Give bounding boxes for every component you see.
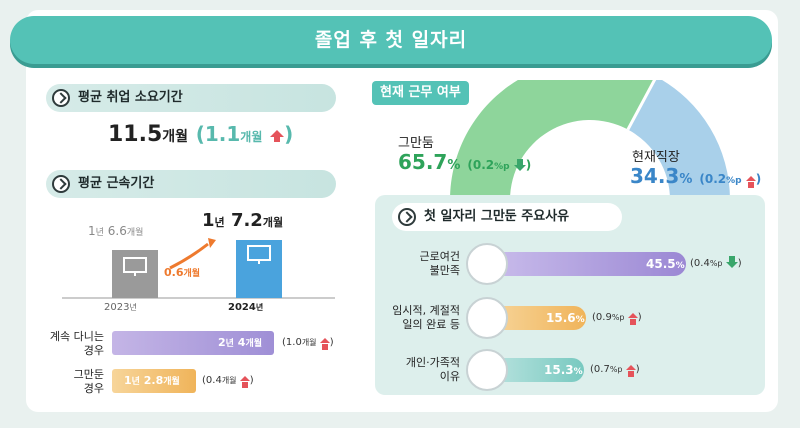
stay-row1-bar <box>112 331 274 355</box>
down-arrow-icon <box>513 159 526 171</box>
avg-time-value-line: 11.5개월 (1.1개월 ) <box>108 122 294 147</box>
tenure-2023-value: 1년 6.6개월 <box>88 224 144 238</box>
reasons-label: 첫 일자리 그만둔 주요사유 <box>424 209 570 224</box>
tenure-label: 평균 근속기간 <box>78 176 155 191</box>
title-banner: 졸업 후 첫 일자리 <box>10 16 772 64</box>
reason-1-delta: (0.4%p ) <box>690 256 742 269</box>
stay-row1-value: 2년 4개월 <box>218 336 262 349</box>
growth-arrow-icon <box>169 242 209 270</box>
status-left-label: 그만둠 <box>398 136 434 151</box>
up-arrow-icon <box>319 338 330 350</box>
stay-row2-bar <box>112 369 196 393</box>
status-label: 현재 근무 여부 <box>372 81 469 105</box>
tenure-year-2023: 2023년 <box>104 302 137 313</box>
page-title: 졸업 후 첫 일자리 <box>314 29 468 51</box>
down-arrow-icon <box>725 256 738 268</box>
house-icon <box>466 349 508 391</box>
reason-1-value: 45.5% <box>646 257 685 271</box>
up-arrow-icon <box>627 313 638 325</box>
monitor-icon <box>247 245 271 264</box>
reason-1-bar <box>490 252 686 276</box>
reason-2-value: 15.6% <box>546 311 585 325</box>
up-arrow-icon <box>239 376 250 388</box>
growth-arrow-head-icon <box>208 238 216 248</box>
status-right-label: 현재직장 <box>632 150 680 165</box>
avg-time-delta-value: 1.1 <box>204 122 241 146</box>
tenure-header: 평균 근속기간 <box>46 170 336 198</box>
up-arrow-icon <box>270 130 285 142</box>
stay-row2-label: 그만둔 경우 <box>73 368 104 395</box>
status-right-value-line: 34.3% (0.2%p ) <box>630 164 762 188</box>
avg-time-label: 평균 취업 소요기간 <box>78 90 183 105</box>
reason-3-delta: (0.7%p ) <box>590 364 640 377</box>
reason-3-label: 개인·가족적 이유 <box>405 356 460 383</box>
up-arrow-icon <box>745 176 756 188</box>
stay-row1-label: 계속 다니는 경우 <box>49 330 104 357</box>
chevron-right-icon <box>52 89 70 107</box>
chevron-right-icon <box>398 208 416 226</box>
status-donut-chart <box>450 80 730 200</box>
tenure-bar-2024 <box>236 240 282 298</box>
avg-time-delta-unit: 개월 <box>240 130 263 144</box>
reason-2-label: 임시적, 계절적 일의 완료 등 <box>392 304 460 331</box>
reason-3-value: 15.3% <box>544 363 583 377</box>
tenure-growth: 0.6개월 <box>164 266 201 279</box>
stay-row1-delta: (1.0개월 ) <box>282 337 334 350</box>
avg-time-delta: (1.1개월 <box>195 122 263 146</box>
stay-row2-delta: (0.4개월 ) <box>202 375 254 388</box>
up-arrow-icon <box>625 365 636 377</box>
status-left-value-line: 65.7% (0.2%p ) <box>398 150 532 174</box>
tenure-chart <box>62 238 335 299</box>
donut-slice-quit <box>450 80 655 200</box>
avg-time-header: 평균 취업 소요기간 <box>46 84 336 112</box>
avg-time-unit: 개월 <box>162 129 189 145</box>
reason-2-delta: (0.9%p ) <box>592 312 642 325</box>
reasons-header: 첫 일자리 그만둔 주요사유 <box>392 203 622 231</box>
tenure-year-2024: 2024년 <box>228 302 264 313</box>
chevron-right-icon <box>52 175 70 193</box>
donut-slice-current <box>627 80 730 200</box>
donut-separator <box>626 80 657 131</box>
monitor-icon <box>123 257 147 276</box>
briefcase-icon <box>466 243 508 285</box>
status-right-delta: (0.2%p ) <box>699 172 762 188</box>
stay-row2-value: 1년 2.8개월 <box>124 374 180 387</box>
reason-1-label: 근로여건 불만족 <box>419 250 460 277</box>
status-left-delta: (0.2%p ) <box>467 158 532 172</box>
avg-time-value: 11.5 <box>108 122 163 147</box>
stopwatch-icon <box>466 297 508 339</box>
tenure-2024-value: 1년 7.2개월 <box>202 210 284 231</box>
